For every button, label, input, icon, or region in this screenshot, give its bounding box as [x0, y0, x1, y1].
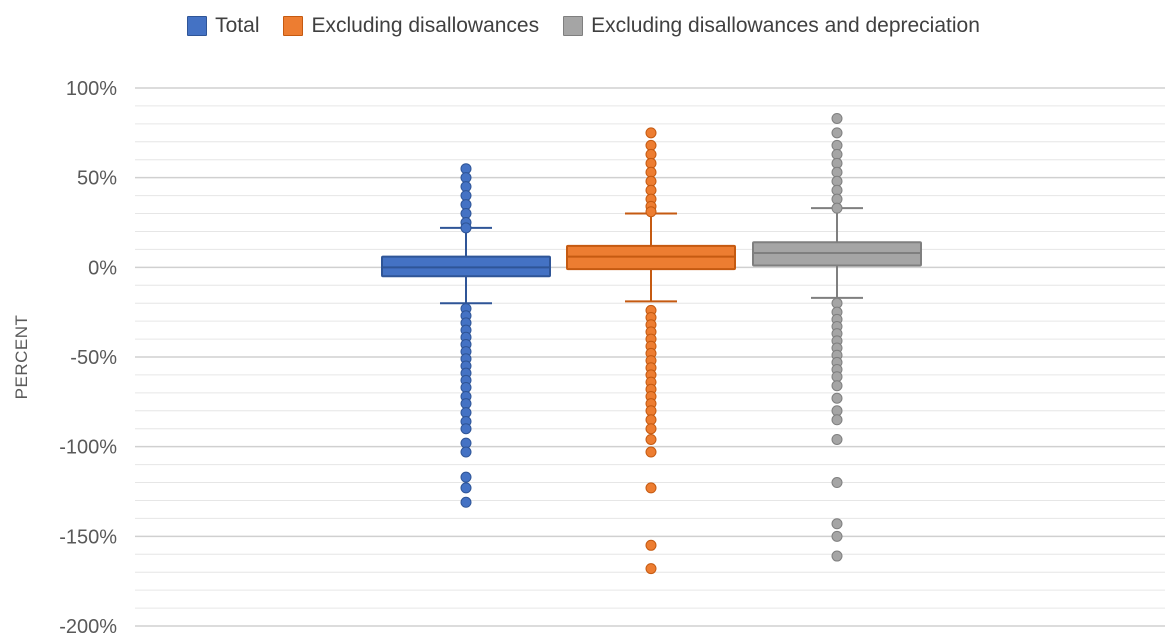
outlier-point [460, 446, 472, 458]
y-tick-label: 0% [88, 257, 117, 279]
legend-swatch-excluding-disallowances [283, 16, 304, 36]
y-tick-label: -150% [59, 526, 117, 548]
outlier-point [460, 482, 472, 494]
box-total [381, 163, 551, 508]
y-axis-tick-labels: 100% 50% 0% -50% -100% -150% -200% [59, 78, 117, 635]
legend-label-total: Total [215, 14, 260, 37]
outlier-point [645, 446, 657, 458]
outlier-point [645, 482, 657, 494]
outlier-point [460, 423, 472, 435]
outlier-point [645, 423, 657, 435]
legend-swatch-excluding-disallowances-and-depreciation [563, 16, 584, 36]
outlier-point [831, 380, 843, 392]
outlier-point [831, 550, 843, 562]
outlier-point [831, 518, 843, 530]
outlier-point [831, 392, 843, 404]
box-excluding-disallowances [566, 127, 736, 575]
outlier-point [645, 127, 657, 139]
legend-label-excluding-disallowances-and-depreciation: Excluding disallowances and depreciation [591, 14, 980, 37]
box-series [381, 112, 922, 575]
outlier-point [831, 112, 843, 124]
outlier-point [460, 471, 472, 483]
outlier-point [645, 206, 657, 218]
outlier-point [831, 433, 843, 445]
y-tick-label: -200% [59, 616, 117, 635]
outlier-point [831, 530, 843, 542]
outlier-point [645, 433, 657, 445]
legend-item-excluding-disallowances: Excluding disallowances [283, 14, 539, 38]
y-tick-label: 100% [66, 78, 117, 100]
legend-label-excluding-disallowances: Excluding disallowances [311, 14, 540, 37]
outlier-point [831, 202, 843, 214]
outlier-point [831, 477, 843, 489]
y-tick-label: -50% [70, 347, 117, 369]
legend-swatch-total [187, 16, 208, 36]
legend-item-excluding-disallowances-and-depreciation: Excluding disallowances and depreciation [563, 14, 980, 38]
outlier-point [460, 496, 472, 508]
box-excluding-disallowances-and-depreciation [752, 112, 922, 562]
outlier-point [831, 127, 843, 139]
outlier-point [460, 222, 472, 234]
outlier-point [645, 539, 657, 551]
y-axis-title: PERCENT [12, 315, 31, 400]
outlier-point [831, 414, 843, 426]
y-tick-label: 50% [77, 168, 117, 190]
y-tick-label: -100% [59, 437, 117, 459]
legend: Total Excluding disallowances Excluding … [0, 10, 1167, 42]
outlier-point [645, 563, 657, 575]
legend-item-total: Total [187, 14, 259, 38]
